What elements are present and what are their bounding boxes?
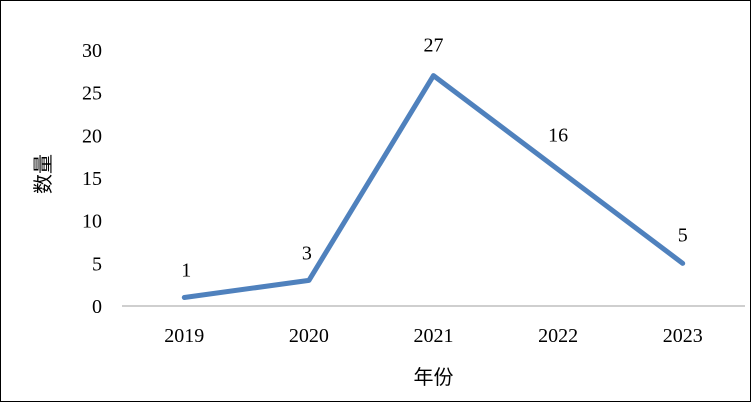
x-tick-label: 2022 [538, 325, 578, 347]
data-label: 16 [548, 124, 568, 146]
x-tick-label: 2020 [289, 325, 329, 347]
data-label: 27 [424, 35, 444, 57]
y-tick-label: 25 [82, 83, 102, 105]
y-axis-ticks: 0 5 10 15 20 25 30 [82, 40, 102, 318]
x-axis-ticks: 2019 2020 2021 2022 2023 [164, 325, 702, 347]
y-tick-label: 0 [92, 296, 102, 318]
data-label: 1 [181, 259, 191, 281]
data-label: 3 [302, 242, 312, 264]
y-axis-title: 数量 [32, 154, 55, 194]
x-tick-label: 2019 [164, 325, 204, 347]
series-line [181, 73, 686, 300]
data-label: 5 [678, 224, 688, 246]
x-axis-title: 年份 [414, 366, 454, 389]
x-tick-label: 2023 [663, 325, 703, 347]
x-tick-label: 2021 [414, 325, 454, 347]
y-tick-label: 15 [82, 168, 102, 190]
data-labels: 1 3 27 16 5 [181, 35, 687, 282]
y-tick-label: 5 [92, 253, 102, 275]
y-tick-label: 20 [82, 125, 102, 147]
y-tick-label: 10 [82, 211, 102, 233]
y-tick-label: 30 [82, 40, 102, 62]
